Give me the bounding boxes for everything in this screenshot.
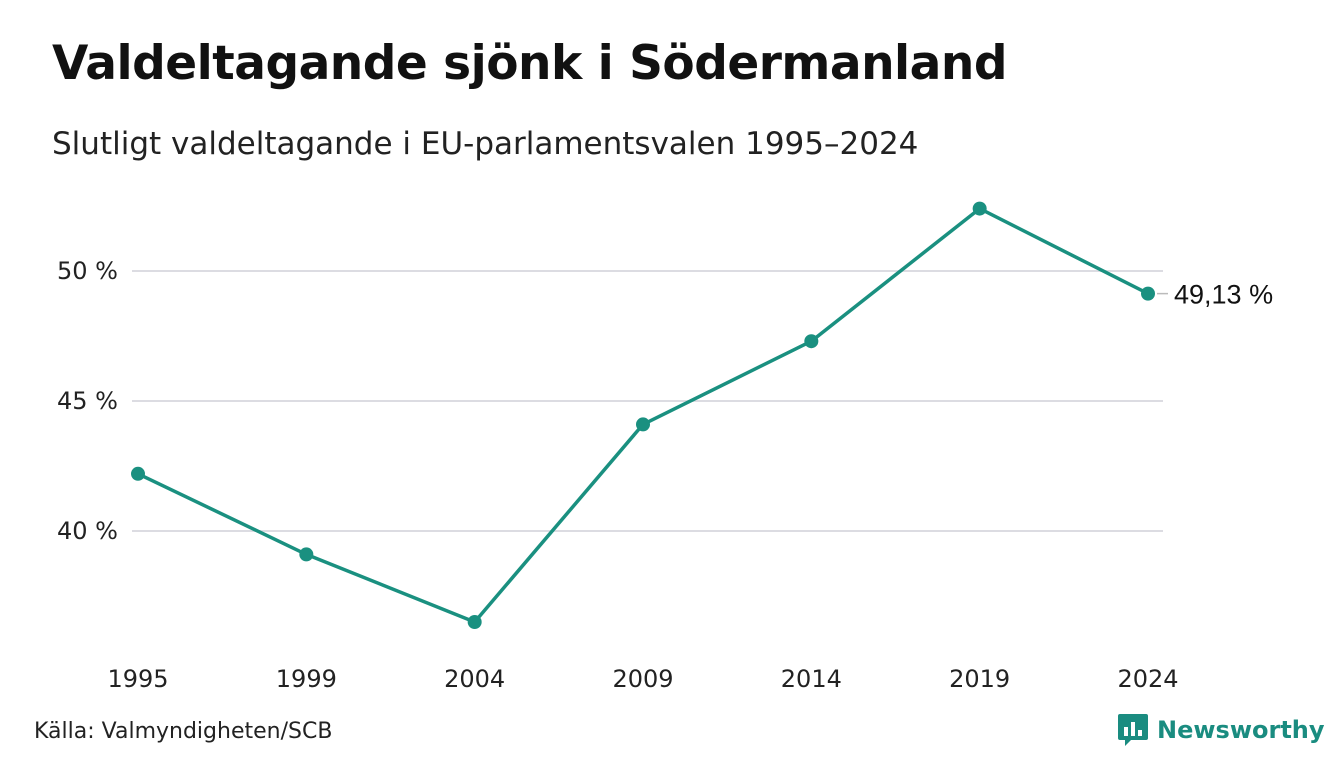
end-value-label: 49,13 % — [1174, 280, 1273, 310]
chart-subtitle: Slutligt valdeltagande i EU-parlamentsva… — [52, 126, 919, 162]
data-points — [131, 201, 1155, 629]
x-tick-label: 2004 — [444, 665, 505, 693]
data-point — [804, 334, 819, 349]
y-tick-label: 40 % — [57, 517, 118, 545]
data-point — [467, 615, 482, 629]
source-note: Källa: Valmyndigheten/SCB — [34, 719, 333, 744]
chart-title: Valdeltagande sjönk i Södermanland — [52, 36, 1008, 91]
y-axis-ticks: 40 % 45 % 50 % — [57, 257, 118, 545]
x-tick-label: 2024 — [1117, 665, 1178, 693]
x-tick-label: 2014 — [781, 665, 842, 693]
data-point — [299, 547, 314, 562]
data-point — [636, 417, 650, 432]
data-point — [131, 466, 145, 481]
brand-name: Newsworthy — [1157, 716, 1325, 744]
y-tick-label: 45 % — [57, 387, 118, 415]
x-tick-label: 1999 — [276, 665, 337, 693]
data-point — [972, 201, 987, 216]
data-point — [1141, 286, 1155, 301]
x-tick-label: 2019 — [949, 665, 1010, 693]
x-tick-label: 1995 — [107, 665, 168, 693]
y-tick-label: 50 % — [57, 257, 118, 285]
line-chart: 40 % 45 % 50 % 1995 1999 2004 2009 2014 2019 202… — [57, 201, 1273, 693]
x-axis-ticks: 1995 1999 2004 2009 2014 2019 2024 — [107, 665, 1178, 693]
brand[interactable]: Newsworthy — [1117, 713, 1325, 747]
gridlines — [132, 270, 1163, 532]
end-annotation: 49,13 % — [1157, 280, 1273, 310]
x-tick-label: 2009 — [612, 665, 673, 693]
bar-chart-speech-bubble-icon — [1118, 714, 1148, 746]
